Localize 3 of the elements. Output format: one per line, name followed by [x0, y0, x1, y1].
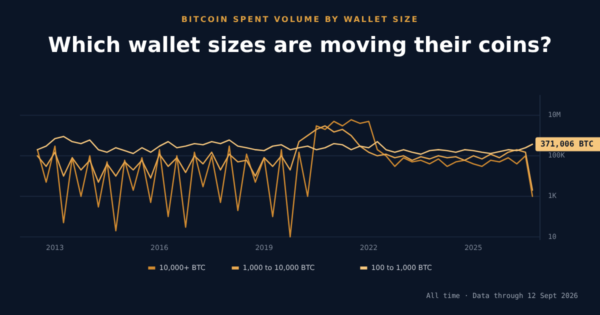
chart-subtitle: BITCOIN SPENT VOLUME BY WALLET SIZE: [181, 15, 419, 24]
annotation: 371,006 BTC: [540, 139, 594, 148]
chart-title: Which wallet sizes are moving their coins?: [48, 33, 552, 57]
